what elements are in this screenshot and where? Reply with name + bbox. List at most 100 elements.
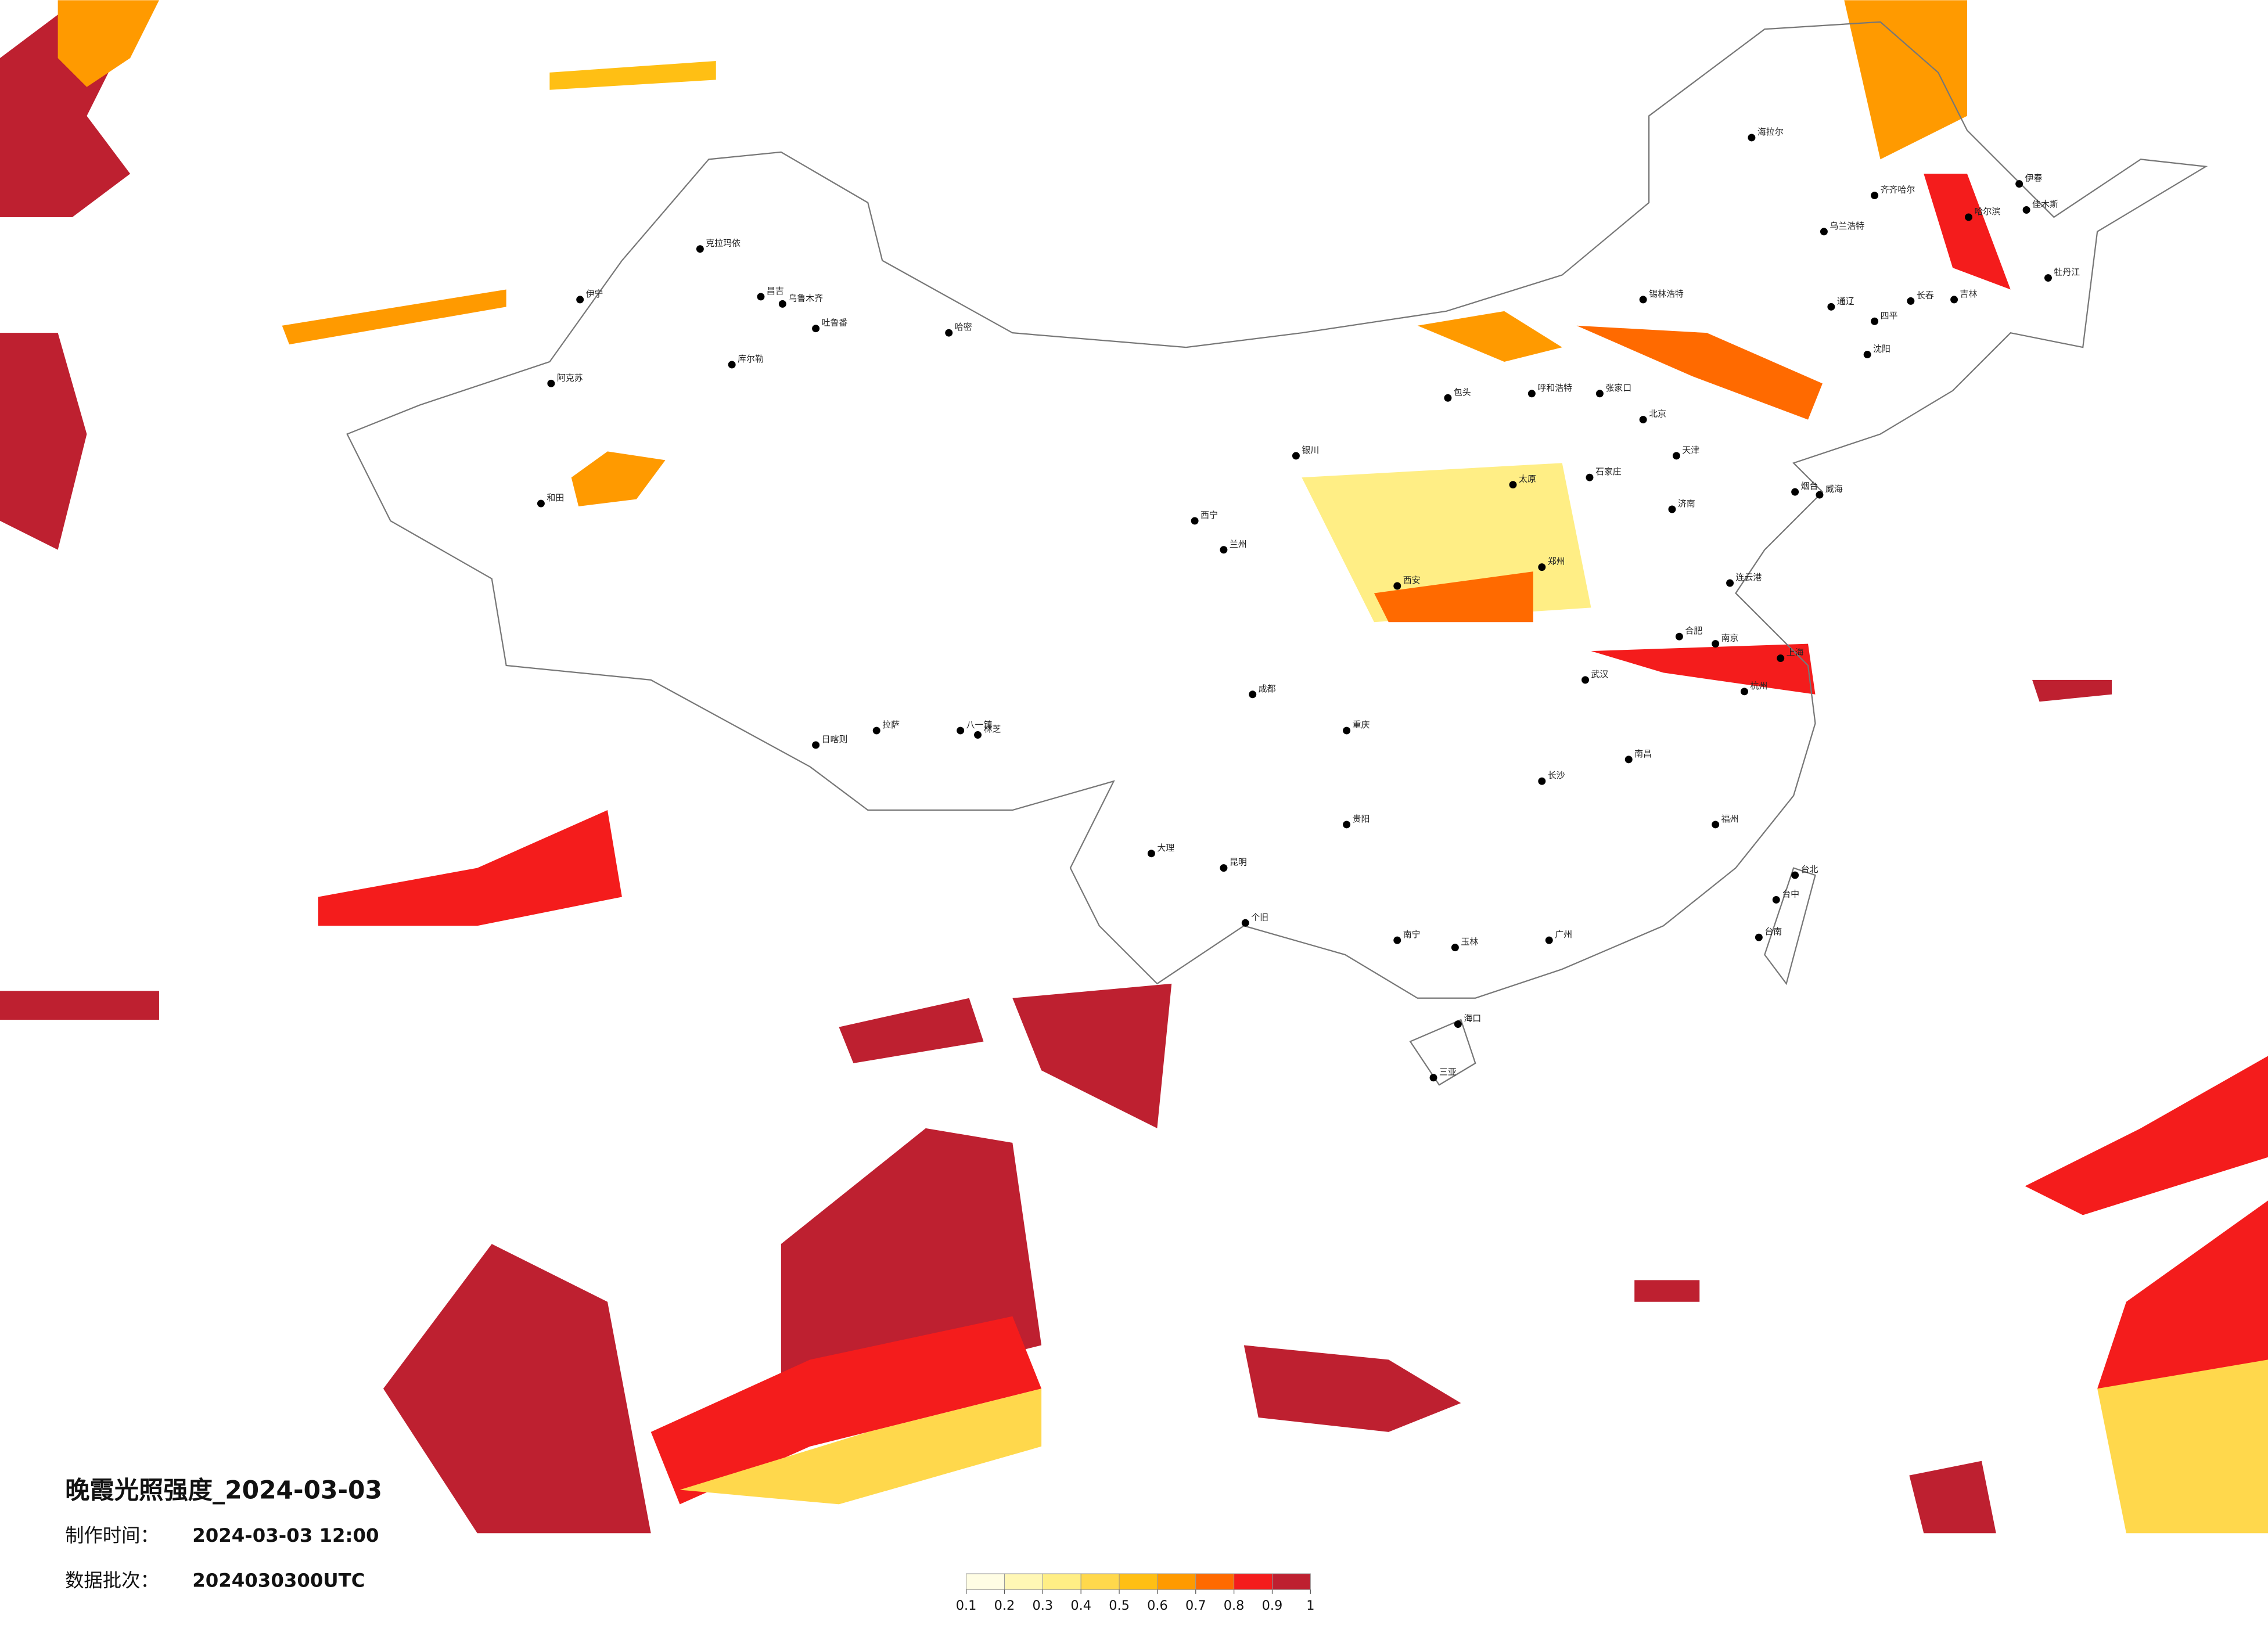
country-border	[346, 21, 2208, 999]
city-label: 台北	[1801, 864, 1818, 875]
city-dot	[1827, 303, 1835, 311]
colorbar-box	[966, 1573, 1005, 1590]
city-dot	[1220, 546, 1228, 554]
city-label: 烟台	[1801, 481, 1818, 491]
colorbar-label: 0.1	[956, 1598, 977, 1613]
city-dot	[757, 293, 765, 301]
city-label: 西宁	[1201, 510, 1218, 520]
city-label: 哈密	[955, 322, 972, 332]
colorbar-label: 0.7	[1185, 1598, 1206, 1613]
city-label: 三亚	[1439, 1067, 1457, 1077]
city-label: 锡林浩特	[1649, 289, 1684, 299]
city-dot	[1712, 640, 1720, 648]
city-dot	[1509, 481, 1517, 489]
city-dot	[1871, 192, 1879, 200]
heat-area	[2032, 679, 2112, 702]
heat-area	[1576, 325, 1823, 420]
city-dot	[2022, 206, 2030, 214]
colorbar-label: 0.6	[1147, 1598, 1168, 1613]
city-label: 广州	[1555, 929, 1572, 940]
city-dot	[1444, 394, 1452, 402]
city-dot	[1292, 452, 1300, 460]
city-dot	[728, 361, 736, 369]
city-dot	[1538, 563, 1546, 571]
city-label: 连云港	[1736, 572, 1762, 582]
city-label: 阿克苏	[557, 372, 583, 383]
city-label: 张家口	[1605, 383, 1631, 393]
city-dot	[1772, 895, 1780, 904]
city-dot	[1220, 864, 1228, 872]
map-title: 晚霞光照强度_2024-03-03	[65, 1476, 382, 1504]
city-label: 贵阳	[1353, 814, 1370, 824]
city-dot	[1965, 213, 1972, 221]
city-dot	[1249, 690, 1257, 699]
city-dot	[1582, 676, 1589, 684]
city-label: 海口	[1464, 1013, 1481, 1024]
colorbar-box	[1042, 1573, 1081, 1590]
city-dot	[1538, 777, 1546, 785]
city-label: 包头	[1454, 387, 1471, 397]
heat-layer	[0, 0, 2268, 1534]
city-dot	[1545, 936, 1553, 944]
city-label: 上海	[1787, 647, 1804, 658]
city-label: 武汉	[1591, 669, 1608, 679]
city-label: 济南	[1678, 498, 1695, 509]
heat-area	[1591, 643, 1816, 695]
city-dot	[1241, 919, 1249, 927]
batch-label: 数据批次：	[65, 1569, 159, 1591]
city-label: 牡丹江	[2054, 267, 2080, 278]
city-label: 伊春	[2025, 173, 2043, 184]
city-label: 克拉玛依	[706, 238, 741, 249]
heat-area	[0, 991, 159, 1020]
city-label: 石家庄	[1595, 466, 1622, 477]
heat-area	[1844, 0, 1967, 160]
city-label: 成都	[1259, 684, 1276, 694]
city-dot	[1672, 452, 1680, 460]
heat-area	[650, 1316, 1042, 1505]
city-dot	[1907, 297, 1915, 305]
heat-area	[57, 0, 159, 87]
colorbar-box	[1119, 1573, 1158, 1590]
city-dot	[1712, 821, 1720, 829]
made-time: 2024-03-03 12:00	[192, 1524, 379, 1546]
colorbar-label: 0.2	[994, 1598, 1015, 1613]
colorbar-label: 0.8	[1224, 1598, 1245, 1613]
city-label: 日喀则	[822, 734, 848, 744]
heat-area	[781, 1128, 1042, 1389]
city-label: 齐齐哈尔	[1881, 185, 1915, 195]
city-label: 沈阳	[1873, 344, 1890, 354]
city-dot	[2044, 274, 2052, 282]
colorbar-label: 1	[1306, 1598, 1314, 1613]
batch: 2024030300UTC	[192, 1569, 365, 1591]
city-dot	[547, 379, 555, 387]
heat-area	[1909, 1460, 1996, 1534]
city-dot	[1393, 936, 1401, 944]
city-label: 乌鲁木齐	[788, 293, 823, 303]
city-dot	[1343, 726, 1351, 735]
heat-area	[318, 810, 622, 926]
city-label: 长沙	[1548, 770, 1565, 780]
city-label: 南昌	[1634, 749, 1652, 759]
made-label: 制作时间：	[65, 1524, 159, 1546]
city-dot	[812, 741, 820, 749]
heat-area	[680, 1388, 1042, 1505]
city-dot	[1791, 871, 1799, 879]
heat-area	[1634, 1280, 1700, 1302]
city-dot	[1343, 821, 1351, 829]
city-label: 合肥	[1685, 625, 1702, 636]
city-dot	[778, 300, 786, 308]
heat-area	[2097, 1359, 2268, 1534]
city-label: 银川	[1302, 445, 1319, 455]
city-dot	[957, 726, 965, 735]
city-dot	[1950, 296, 1958, 304]
city-dot	[1639, 296, 1647, 304]
city-label: 和田	[547, 492, 564, 503]
city-dot	[537, 499, 545, 508]
city-label: 哈尔滨	[1974, 206, 2000, 217]
city-dot	[945, 329, 953, 337]
city-label: 南宁	[1403, 929, 1421, 940]
city-dot	[1393, 582, 1401, 590]
city-label: 台南	[1764, 926, 1782, 937]
city-label: 昌吉	[767, 286, 784, 296]
